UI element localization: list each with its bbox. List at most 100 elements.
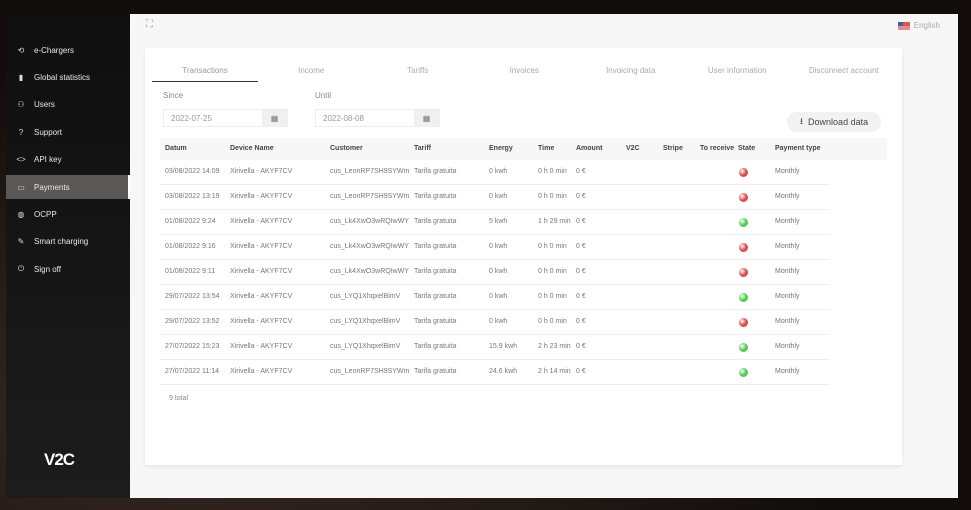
column-header[interactable]: V2C — [626, 145, 640, 152]
wallet-icon: ▭ — [17, 182, 25, 192]
language-selector[interactable]: English — [897, 21, 940, 30]
column-header[interactable]: Time — [538, 145, 555, 152]
cell-amount: 0 € — [576, 318, 586, 325]
tab-invoices[interactable]: Invoices — [509, 66, 539, 75]
sidebar-item-payments[interactable]: ▭ Payments — [6, 175, 130, 199]
column-header[interactable]: Payment type — [775, 145, 821, 152]
table-row[interactable]: 01/08/2022 9:11 Xirivella - AKYF7CV cus_Lk… — [160, 260, 830, 285]
since-value: 2022-07-25 — [171, 113, 212, 123]
download-data-button[interactable]: ⭳ Download data — [787, 112, 881, 132]
table-row[interactable]: 03/08/2022 13:19 Xirivella - AKYF7CV cus_L… — [160, 185, 830, 210]
cell-datum: 29/07/2022 13:52 — [165, 318, 220, 325]
cell-customer: cus_Lk4XwO3wRQIwWY — [330, 268, 409, 275]
cell-device-name: Xirivella - AKYF7CV — [230, 293, 293, 300]
cell-amount: 0 € — [576, 343, 586, 350]
globe-icon: ◍ — [17, 209, 25, 219]
cell-tariff: Tarifa gratuita — [414, 168, 457, 175]
sidebar-item-users[interactable]: ⚇ Users — [6, 93, 130, 117]
sidebar-item-label: e-Chargers — [34, 45, 75, 55]
state-green-icon — [739, 343, 748, 352]
column-header[interactable]: To receive — [700, 145, 735, 152]
cell-energy: 0 kwh — [489, 193, 508, 200]
cell-tariff: Tarifa gratuita — [414, 368, 457, 375]
cell-energy: 0 kwh — [489, 268, 508, 275]
tab-disconnect-account[interactable]: Disconnect account — [808, 66, 879, 75]
cell-tariff: Tarifa gratuita — [414, 218, 457, 225]
download-icon: ⭳ — [799, 116, 804, 126]
sidebar-item-label: Support — [34, 127, 63, 137]
payments-card: Transactions Income Tariffs Invoices Invoici… — [145, 48, 902, 465]
until-value: 2022-08-08 — [323, 113, 364, 123]
cell-time: 0 h 0 min — [538, 293, 567, 300]
cell-tariff: Tarifa gratuita — [414, 343, 457, 350]
sidebar-item-global-statistics[interactable]: ▮ Global statistics — [6, 65, 130, 89]
since-date-input[interactable]: 2022-07-25 ▦ — [163, 109, 288, 127]
power-icon: ⏻ — [17, 264, 25, 274]
until-date-input[interactable]: 2022-08-08 ▦ — [315, 109, 440, 127]
cell-amount: 0 € — [576, 168, 586, 175]
cell-energy: 0 kwh — [489, 168, 508, 175]
sidebar-item-api-key[interactable]: <> API key — [6, 148, 130, 172]
state-green-icon — [739, 218, 748, 227]
cell-payment-type: Monthly — [775, 268, 800, 275]
state-red-icon — [739, 168, 748, 177]
column-header[interactable]: Energy — [489, 145, 513, 152]
state-red-icon — [739, 268, 748, 277]
calendar-icon[interactable]: ▦ — [414, 110, 439, 126]
sidebar-item-label: Sign off — [34, 264, 61, 274]
cell-payment-type: Monthly — [775, 318, 800, 325]
sidebar: V2C ⟲ e-Chargers ▮ Global statistics ⚇ Users?… — [6, 14, 130, 498]
column-header[interactable]: Amount — [576, 145, 603, 152]
table-row[interactable]: 27/07/2022 15:23 Xirivella - AKYF7CV cus_L… — [160, 335, 830, 360]
state-red-icon — [739, 243, 748, 252]
language-label: English — [913, 21, 940, 30]
cell-payment-type: Monthly — [775, 293, 800, 300]
sidebar-item-smart-charging[interactable]: ✎ Smart charging — [6, 230, 130, 254]
tabs: Transactions Income Tariffs Invoices Invoici… — [152, 60, 897, 82]
column-header[interactable]: Tariff — [414, 145, 431, 152]
cell-customer: cus_LeonRP7SH9SYWm — [330, 193, 410, 200]
cell-customer: cus_LYQ1XhqxelBimV — [330, 318, 401, 325]
cell-amount: 0 € — [576, 368, 586, 375]
sidebar-item-support[interactable]: ? Support — [6, 120, 130, 144]
cell-payment-type: Monthly — [775, 243, 800, 250]
table-row[interactable]: 01/08/2022 9:24 Xirivella - AKYF7CV cus_Lk… — [160, 210, 830, 235]
cell-payment-type: Monthly — [775, 368, 800, 375]
column-header[interactable]: Customer — [330, 145, 363, 152]
cell-device-name: Xirivella - AKYF7CV — [230, 318, 293, 325]
code-icon: <> — [16, 155, 26, 165]
until-label: Until — [315, 91, 332, 100]
fullscreen-icon[interactable]: ⛶ — [146, 19, 153, 30]
table-row[interactable]: 03/08/2022 14:09 Xirivella - AKYF7CV cus_L… — [160, 160, 830, 185]
cell-payment-type: Monthly — [775, 193, 800, 200]
sidebar-item-ocpp[interactable]: ◍ OCPP — [6, 202, 130, 226]
cell-device-name: Xirivella - AKYF7CV — [230, 268, 293, 275]
column-header[interactable]: Datum — [165, 145, 187, 152]
sidebar-item-label: API key — [34, 155, 62, 165]
column-header[interactable]: Stripe — [663, 145, 683, 152]
bar-chart-icon: ▮ — [18, 72, 24, 82]
cell-energy: 0 kwh — [489, 293, 508, 300]
main-area: ⛶ English Transactions Income Tariffs Invoi… — [130, 14, 958, 498]
tab-user-information[interactable]: User information — [707, 66, 767, 75]
tab-tariffs[interactable]: Tariffs — [407, 66, 429, 75]
cell-customer: cus_LeonRP7SH9SYWm — [330, 368, 410, 375]
cell-device-name: Xirivella - AKYF7CV — [230, 168, 293, 175]
tab-transactions[interactable]: Transactions — [152, 60, 258, 82]
sidebar-item-sign-off[interactable]: ⏻ Sign off — [6, 257, 130, 281]
column-header[interactable]: Device Name — [230, 145, 274, 152]
sidebar-item-e-chargers[interactable]: ⟲ e-Chargers — [6, 38, 130, 62]
table-row[interactable]: 01/08/2022 9:16 Xirivella - AKYF7CV cus_Lk… — [160, 235, 830, 260]
cell-time: 0 h 0 min — [538, 318, 567, 325]
column-header[interactable]: State — [738, 145, 756, 152]
cell-amount: 0 € — [576, 218, 586, 225]
tab-income[interactable]: Income — [298, 66, 325, 75]
calendar-icon[interactable]: ▦ — [262, 110, 287, 126]
table-row[interactable]: 27/07/2022 11:14 Xirivella - AKYF7CV cus_L… — [160, 360, 830, 385]
cell-tariff: Tarifa gratuita — [414, 318, 457, 325]
cell-time: 0 h 0 min — [538, 168, 567, 175]
table-row[interactable]: 29/07/2022 13:54 Xirivella - AKYF7CV cus_L… — [160, 285, 830, 310]
table-row[interactable]: 29/07/2022 13:52 Xirivella - AKYF7CV cus_L… — [160, 310, 830, 335]
tab-invoicing-data[interactable]: Invoicing data — [606, 66, 656, 75]
sidebar-item-label: OCPP — [34, 209, 57, 219]
